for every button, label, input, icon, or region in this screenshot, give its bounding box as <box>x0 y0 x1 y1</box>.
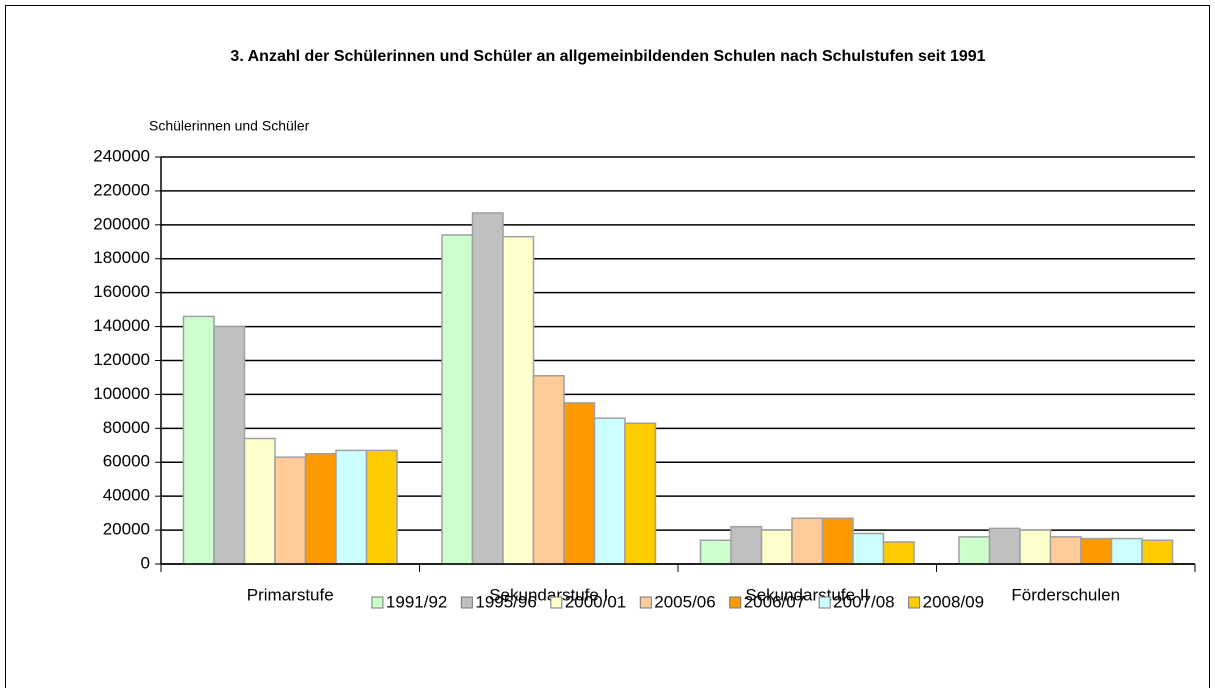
bar <box>471 212 504 565</box>
bar <box>852 532 885 565</box>
bar <box>532 375 565 565</box>
y-tick-label: 120000 <box>93 350 150 369</box>
bar <box>304 453 337 565</box>
y-tick-label: 20000 <box>103 520 150 539</box>
bar <box>274 456 307 565</box>
y-tick-label: 220000 <box>93 180 150 199</box>
bar <box>365 449 398 565</box>
legend-marker <box>729 596 742 609</box>
bar <box>882 541 915 565</box>
bar <box>760 529 793 565</box>
bar <box>1110 537 1143 565</box>
bar <box>730 525 763 565</box>
legend-marker <box>550 596 563 609</box>
bar <box>243 437 276 565</box>
bar <box>624 422 657 565</box>
bar <box>958 536 991 565</box>
bar <box>988 527 1021 565</box>
y-tick-label: 0 <box>141 553 150 572</box>
legend-label: 2000/01 <box>565 592 626 611</box>
legend-label: 2005/06 <box>654 592 715 611</box>
legend-marker <box>460 596 473 609</box>
bar <box>1019 529 1052 565</box>
legend-label: 2006/07 <box>744 592 805 611</box>
y-tick-label: 40000 <box>103 486 150 505</box>
x-tick-label: Sekundarstufe II <box>745 585 869 604</box>
legend-marker <box>818 596 831 609</box>
y-axis-label: Schülerinnen und Schüler <box>149 118 310 134</box>
bar <box>593 417 626 565</box>
bar <box>791 517 824 565</box>
y-tick-label: 160000 <box>93 282 150 301</box>
bar <box>213 325 246 565</box>
legend-marker <box>371 596 384 609</box>
x-tick-label: Primarstufe <box>247 585 334 604</box>
legend-label: 2007/08 <box>833 592 894 611</box>
bar <box>563 402 596 565</box>
legend-label: 1995/96 <box>475 592 536 611</box>
y-tick-label: 240000 <box>93 146 150 165</box>
y-tick-label: 140000 <box>93 316 150 335</box>
bar <box>821 517 854 565</box>
y-tick-label: 100000 <box>93 384 150 403</box>
x-tick-label: Förderschulen <box>1011 585 1120 604</box>
y-tick-label: 180000 <box>93 248 150 267</box>
x-tick-label: Sekundarstufe I <box>489 585 608 604</box>
y-tick-label: 80000 <box>103 418 150 437</box>
bar <box>1080 537 1113 565</box>
legend-marker <box>908 596 921 609</box>
y-tick-label: 60000 <box>103 452 150 471</box>
bar <box>441 234 474 565</box>
bar <box>1049 536 1082 565</box>
y-tick-label: 200000 <box>93 214 150 233</box>
bar <box>502 235 535 565</box>
bar <box>699 539 732 565</box>
legend-label: 2008/09 <box>923 592 984 611</box>
bar <box>1141 539 1174 565</box>
legend-label: 1991/92 <box>386 592 447 611</box>
bar <box>182 315 215 565</box>
bar <box>335 449 368 565</box>
legend-marker <box>639 596 652 609</box>
chart-title: 3. Anzahl der Schülerinnen und Schüler a… <box>230 48 986 65</box>
